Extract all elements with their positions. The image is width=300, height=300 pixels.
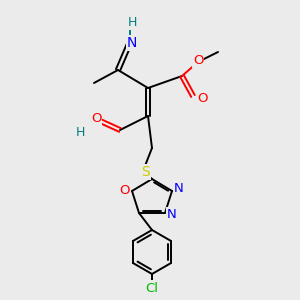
Text: O: O <box>120 184 130 196</box>
Text: N: N <box>167 208 177 221</box>
Text: O: O <box>91 112 101 125</box>
Text: O: O <box>193 53 203 67</box>
Text: H: H <box>127 16 137 28</box>
Text: Cl: Cl <box>146 281 158 295</box>
Text: N: N <box>174 182 184 196</box>
Text: S: S <box>142 165 150 179</box>
Text: N: N <box>127 36 137 50</box>
Text: H: H <box>75 125 85 139</box>
Text: O: O <box>197 92 207 104</box>
